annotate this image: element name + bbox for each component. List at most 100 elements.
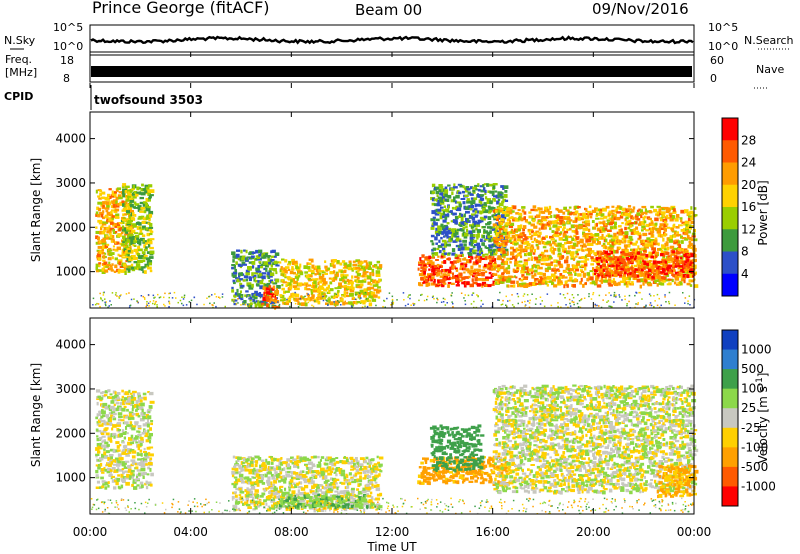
power-cell	[563, 230, 569, 234]
power-cell	[272, 285, 276, 289]
power-speckle-cell	[154, 302, 156, 304]
power-cell	[680, 235, 683, 239]
power-cell	[247, 266, 252, 270]
power-speckle-cell	[156, 304, 158, 306]
power-colorbar-swatch-7	[722, 273, 738, 297]
power-cell	[109, 227, 115, 231]
power-cell	[126, 204, 131, 208]
power-cell	[509, 220, 512, 225]
power-cell	[599, 236, 603, 239]
power-cell	[543, 209, 548, 213]
power-speckle-cell	[403, 299, 405, 301]
power-cell	[667, 216, 671, 220]
power-cell	[118, 269, 121, 272]
power-cell	[601, 233, 604, 237]
power-cell	[612, 254, 615, 258]
velocity-cell	[324, 475, 328, 479]
power-cell	[243, 300, 247, 304]
velocity-cell	[136, 462, 141, 465]
power-cell	[247, 284, 252, 287]
power-cell	[559, 280, 563, 284]
power-cell	[547, 266, 551, 270]
velocity-cell	[145, 452, 150, 457]
power-cell	[308, 269, 313, 272]
power-colorbar-tick-0: 28	[741, 133, 756, 147]
power-cell	[275, 271, 278, 275]
power-cell	[95, 263, 101, 268]
power-cell	[656, 211, 661, 215]
power-cell	[499, 276, 504, 279]
velocity-cell	[115, 402, 120, 405]
velocity-cell	[277, 502, 281, 505]
power-cell	[636, 209, 639, 213]
power-cell	[334, 294, 340, 297]
power-cell	[591, 239, 596, 244]
power-cell	[331, 279, 335, 282]
power-cell	[142, 257, 147, 260]
power-cell	[472, 245, 476, 249]
power-cell	[579, 225, 583, 230]
power-cell	[114, 264, 118, 269]
power-cell	[497, 210, 502, 213]
velocity-cell	[286, 465, 292, 470]
power-cell	[431, 253, 435, 258]
power-cell	[108, 261, 111, 264]
velocity-cell	[121, 429, 125, 433]
power-cell	[274, 297, 278, 300]
power-region-1	[120, 183, 155, 275]
power-speckle-cell	[609, 305, 612, 308]
power-cell	[340, 298, 344, 302]
power-cell	[125, 231, 128, 234]
power-cell	[441, 209, 447, 212]
power-cell	[148, 262, 152, 266]
velocity-cell	[254, 455, 260, 459]
power-cell	[109, 201, 111, 206]
power-cell	[341, 294, 346, 297]
power-cell	[668, 271, 673, 274]
power-cell	[672, 263, 676, 267]
power-cell	[444, 241, 448, 246]
power-cell	[603, 279, 608, 283]
power-cell	[684, 238, 688, 241]
velocity-cell	[240, 500, 243, 504]
power-cell	[602, 268, 606, 272]
power-cell	[495, 209, 498, 213]
power-cell	[121, 231, 124, 235]
power-cell	[658, 282, 662, 286]
power-cell	[143, 225, 146, 229]
power-cell	[580, 264, 585, 267]
power-cell	[239, 286, 244, 289]
power-cell	[458, 238, 462, 242]
velocity-cell	[136, 452, 140, 457]
velocity-cell	[131, 483, 134, 487]
power-cell	[643, 222, 646, 226]
power-cell	[533, 248, 536, 253]
power-cell	[357, 269, 360, 273]
power-speckle-cell	[626, 304, 628, 307]
power-speckle-cell	[128, 306, 131, 309]
power-cell	[486, 198, 492, 202]
power-speckle-cell	[505, 295, 507, 298]
power-cell	[521, 206, 526, 209]
power-cell	[232, 255, 235, 259]
power-speckle-cell	[404, 304, 407, 307]
power-cell	[572, 284, 576, 288]
velocity-cell	[262, 467, 268, 471]
velocity-cell	[138, 402, 141, 406]
velocity-cell	[132, 438, 137, 442]
velocity-cell	[237, 456, 242, 461]
power-cell	[448, 243, 451, 247]
power-cell	[235, 277, 241, 280]
power-cell	[306, 262, 310, 265]
velocity-cell	[125, 426, 128, 430]
power-cell	[122, 221, 125, 224]
power-cell	[324, 272, 328, 275]
power-cell	[436, 233, 440, 237]
power-cell	[582, 212, 586, 216]
velocity-cell	[249, 468, 254, 472]
power-cell	[263, 254, 267, 259]
power-cell	[569, 227, 572, 231]
power-cell	[611, 212, 615, 215]
velocity-cell	[325, 456, 330, 460]
power-speckle-cell	[341, 294, 343, 297]
